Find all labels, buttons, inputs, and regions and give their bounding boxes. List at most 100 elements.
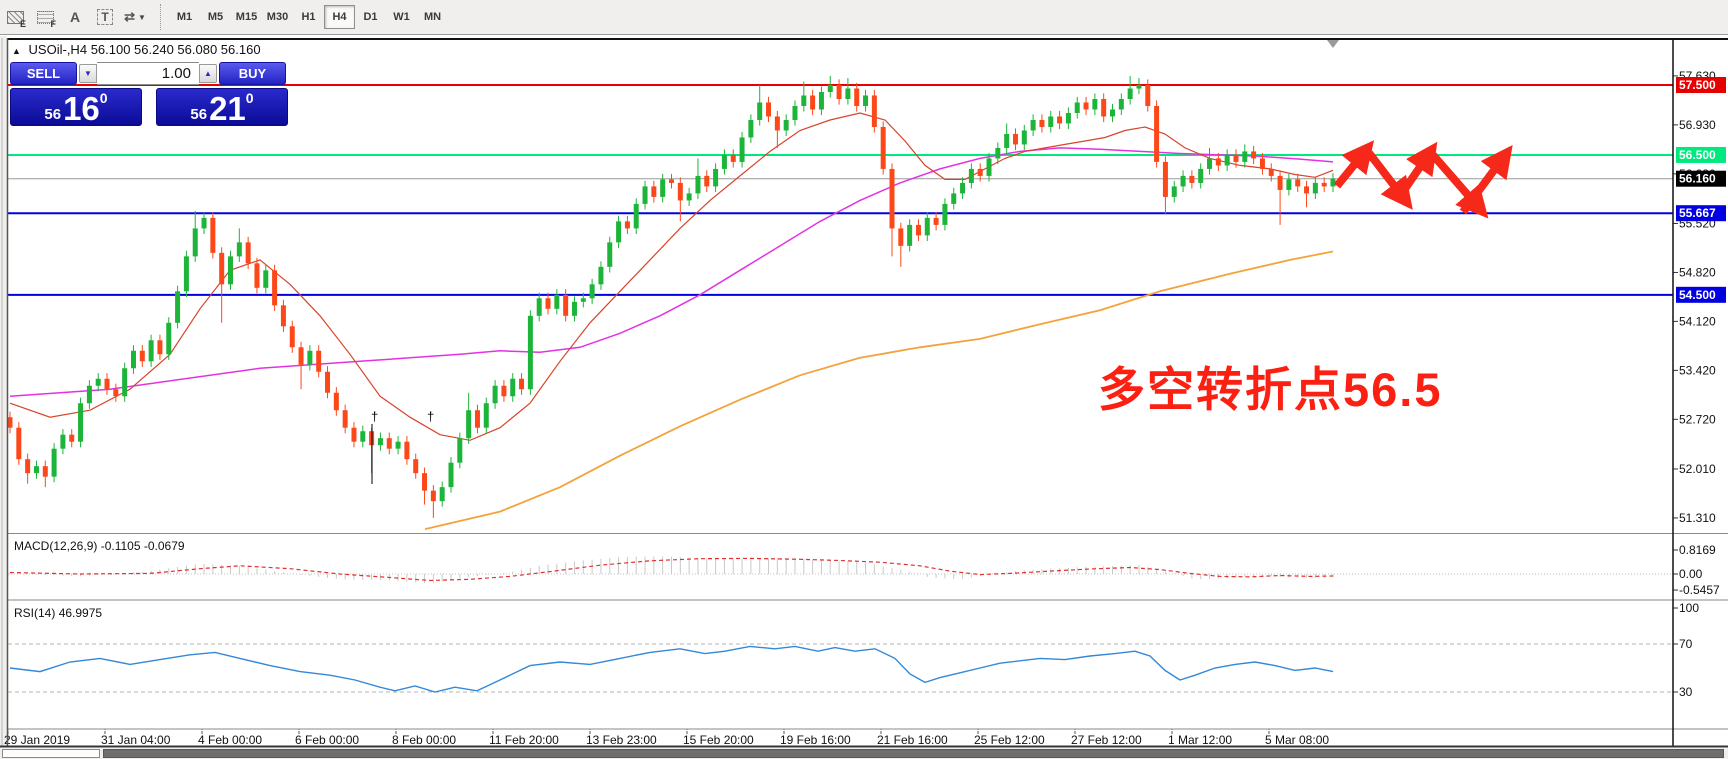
rsi-axis-label: 70: [1679, 637, 1693, 651]
timeframe-h1[interactable]: H1: [301, 11, 316, 23]
macd-axis-label: -0.5457: [1679, 583, 1720, 597]
candle: [1092, 98, 1098, 110]
candle: [1118, 98, 1124, 110]
candle: [86, 385, 92, 404]
price-tick-label: 53.420: [1679, 363, 1716, 377]
candle: [1083, 102, 1089, 110]
timeframe-d1[interactable]: D1: [363, 11, 378, 23]
timeframe-m5[interactable]: M5: [207, 11, 224, 23]
time-tick-label: 31 Jan 04:00: [101, 733, 171, 747]
candle: [580, 298, 586, 302]
candle: [968, 168, 974, 183]
candle: [51, 448, 57, 477]
rsi-axis-label: 30: [1679, 685, 1693, 699]
candle: [245, 242, 251, 264]
time-tick-label: 21 Feb 16:00: [877, 733, 948, 747]
candle: [598, 266, 604, 285]
timeframe-mn[interactable]: MN: [423, 11, 442, 23]
candle: [1215, 158, 1221, 166]
scrollbar-page-area[interactable]: [2, 749, 100, 758]
time-tick-label: 19 Feb 16:00: [780, 733, 851, 747]
timeframe-h4[interactable]: H4: [324, 5, 355, 29]
collapse-triangle-icon[interactable]: ▲: [12, 46, 21, 56]
candle: [563, 294, 569, 316]
text-label-tool[interactable]: A: [61, 4, 89, 30]
price-tick-label: 52.720: [1679, 412, 1716, 426]
price-tick-label: 56.930: [1679, 118, 1716, 132]
buy-price-box[interactable]: 56 21 0: [156, 88, 288, 126]
candle: [1110, 109, 1115, 117]
time-tick-label: 6 Feb 00:00: [295, 733, 359, 747]
candle: [977, 168, 983, 176]
candle: [960, 182, 966, 194]
time-tick-label: 11 Feb 20:00: [489, 733, 559, 747]
volume-increase-button[interactable]: ▲: [199, 64, 217, 83]
candle: [1048, 116, 1054, 127]
timeframe-w1[interactable]: W1: [393, 11, 410, 23]
timeframe-m30[interactable]: M30: [266, 11, 289, 23]
candle: [845, 88, 851, 99]
trend-arrow-1[interactable]: [1333, 140, 1375, 189]
macd-pane-label: MACD(12,26,9) -0.1105 -0.0679: [14, 539, 185, 553]
price-badge-55.667: 55.667: [1679, 206, 1716, 220]
candle: [166, 322, 172, 355]
candle: [748, 119, 754, 138]
candle: [757, 102, 763, 120]
candle: [951, 193, 957, 204]
candle: [60, 434, 66, 449]
trend-arrow-3[interactable]: [1394, 141, 1438, 202]
time-tick-label: 1 Mar 12:00: [1168, 733, 1232, 747]
candle: [1321, 182, 1327, 187]
text-box-tool[interactable]: T: [91, 4, 119, 30]
candle: [624, 221, 630, 229]
scrollbar-thumb[interactable]: [103, 749, 1724, 758]
sell-price-box[interactable]: 56 16 0: [10, 88, 142, 126]
candle: [642, 186, 648, 204]
volume-decrease-button[interactable]: ▼: [79, 64, 97, 83]
candle: [898, 228, 904, 246]
timeframe-m1[interactable]: M1: [176, 11, 193, 23]
time-axis: 29 Jan 2019 31 Jan 04:00 4 Feb 00:00 6 Feb …: [4, 729, 1329, 747]
grid-tool-icon[interactable]: F: [31, 4, 59, 30]
grid-icon: [36, 10, 54, 24]
candle: [571, 301, 577, 316]
text-t-icon: T: [97, 9, 113, 25]
candle: [25, 459, 31, 474]
candle: [871, 95, 877, 127]
macd-label: MACD(12,26,9): [14, 539, 98, 553]
arrows-icon: ⇄: [124, 9, 135, 24]
timeframe-m15[interactable]: M15: [235, 11, 258, 23]
rsi-axis-label: 100: [1679, 601, 1699, 615]
candle: [148, 340, 154, 362]
candle: [995, 147, 1001, 159]
candle: [386, 438, 392, 449]
candle: [263, 270, 269, 288]
candle: [915, 224, 921, 236]
arrow-objects-tool[interactable]: ⇄ ▼: [121, 4, 149, 30]
macd-pane: 0.8169 0.00 -0.5457: [8, 543, 1720, 597]
candle: [536, 298, 542, 316]
candle: [280, 305, 286, 327]
chart-shift-marker[interactable]: [1327, 40, 1339, 48]
one-click-trade-panel: SELL ▼ ▲ BUY 56 16 0 56 21 0: [10, 62, 288, 126]
macd-axis-label: 0.00: [1679, 567, 1703, 581]
buy-price-int: 56: [190, 105, 208, 123]
sell-button[interactable]: SELL: [10, 62, 77, 85]
candle: [183, 256, 189, 292]
candle: [1171, 186, 1177, 197]
buy-button[interactable]: BUY: [219, 62, 286, 85]
moving-averages: [9, 112, 1334, 530]
ma-fast-line: [9, 112, 1334, 441]
horizontal-scrollbar: [0, 747, 1728, 759]
cross-marker: †: [371, 409, 378, 424]
trend-arrow-5[interactable]: [1459, 145, 1513, 215]
candle: [721, 154, 727, 169]
candle: [157, 340, 163, 355]
time-tick-label: 29 Jan 2019: [4, 733, 70, 747]
candle: [351, 427, 357, 442]
volume-input[interactable]: [97, 62, 199, 85]
candle: [730, 154, 736, 162]
expert-draw-icon[interactable]: E: [1, 4, 29, 30]
candle: [298, 347, 304, 365]
